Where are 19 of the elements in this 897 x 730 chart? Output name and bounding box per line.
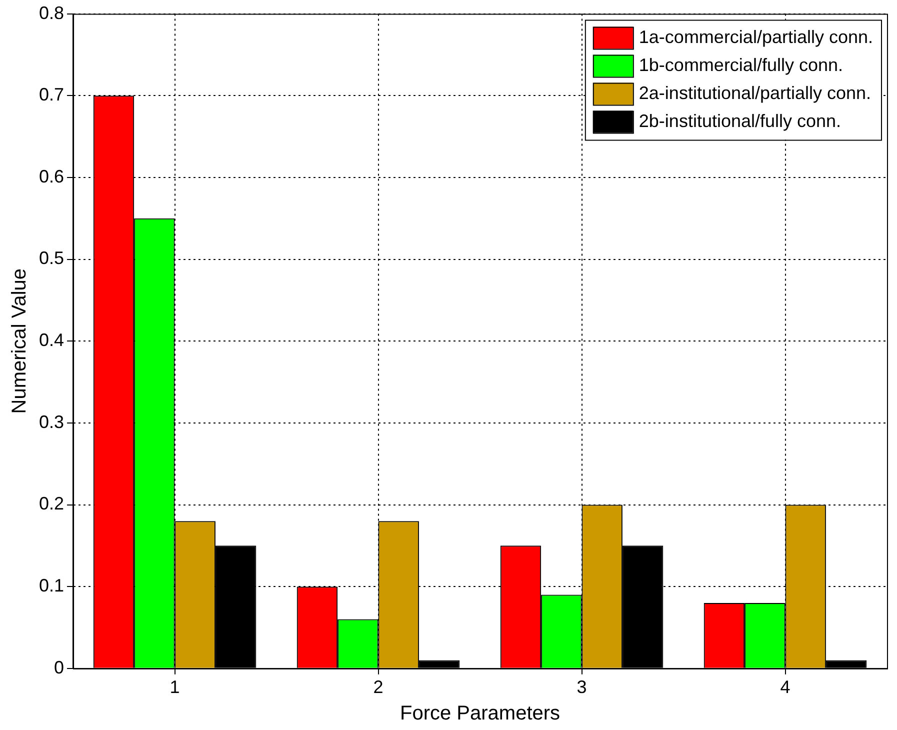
y-axis-title: Numerical Value [8,268,31,414]
legend-label: 2b-institutional/fully conn. [638,110,842,131]
y-tick-label: 0.8 [38,2,64,23]
y-tick-label: 0.2 [38,494,64,514]
y-tick-label: 0.5 [38,248,64,268]
y-tick-label: 0.3 [38,412,64,432]
x-tick-label: 4 [780,677,790,698]
legend-label: 1b-commercial/fully conn. [638,54,843,75]
x-tick-label: 2 [373,677,384,698]
y-tick-label: 0 [54,657,64,678]
x-tick-label: 1 [170,677,180,698]
y-tick-label: 0.4 [38,330,64,350]
legend-label: 2a-institutional/partially conn. [638,82,872,103]
y-tick-label: 0.1 [38,576,64,596]
x-tick-label: 3 [576,677,587,698]
y-tick-label: 0.7 [38,84,64,105]
x-axis-title: Force Parameters [400,702,560,725]
y-tick-label: 0.6 [38,166,64,186]
legend-label: 1a-commercial/partially conn. [638,26,874,47]
